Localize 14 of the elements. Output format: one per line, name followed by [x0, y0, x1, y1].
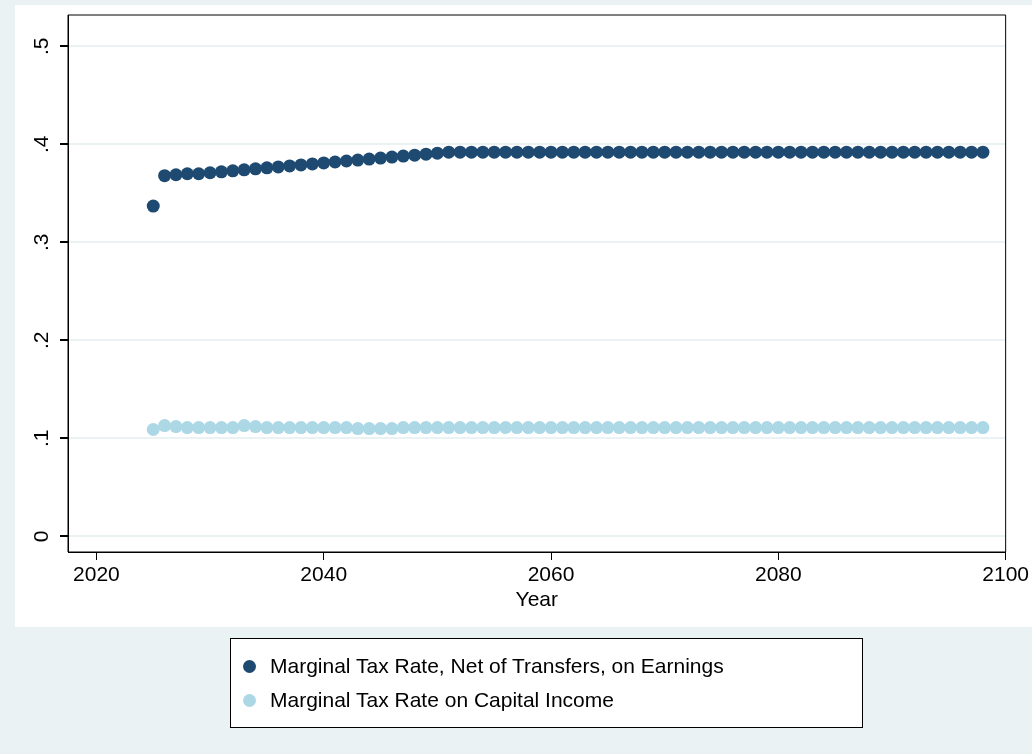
legend-label: Marginal Tax Rate on Capital Income: [270, 687, 614, 713]
x-axis-title: Year: [515, 587, 559, 611]
x-tick-label: 2040: [300, 562, 348, 586]
x-tick-label: 2060: [527, 562, 575, 586]
y-tick-label: .5: [28, 37, 52, 56]
y-tick-label: .2: [28, 331, 52, 350]
y-tick-label: .1: [28, 429, 52, 448]
x-tick-label: 2080: [754, 562, 802, 586]
x-tick-label: 2100: [982, 562, 1029, 586]
y-tick-label: .3: [28, 233, 52, 252]
y-tick-label: 0: [28, 530, 52, 543]
x-tick-label: 2020: [73, 562, 120, 586]
legend-label: Marginal Tax Rate, Net of Transfers, on Earnings: [270, 653, 724, 679]
y-tick-label: .4: [28, 135, 52, 154]
